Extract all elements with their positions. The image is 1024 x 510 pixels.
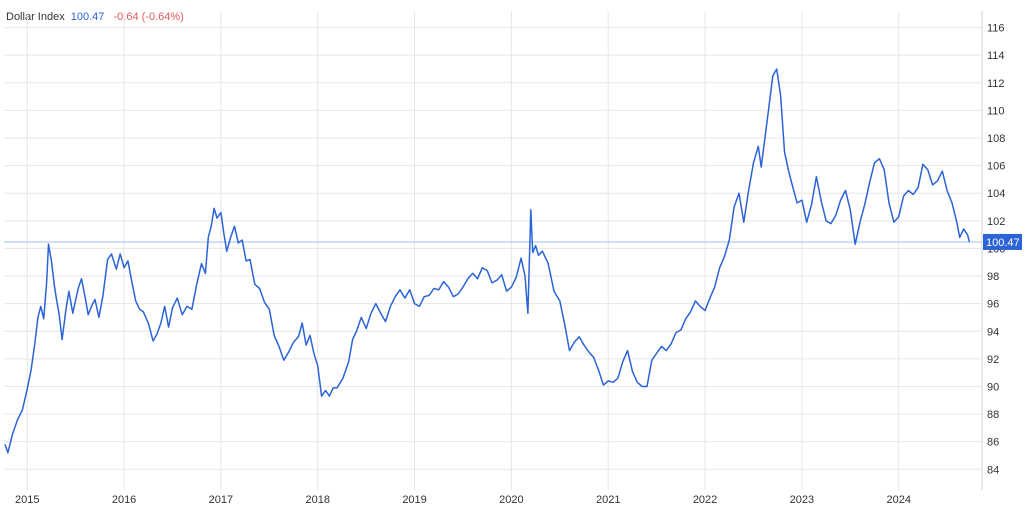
y-tick-label: 84 [987, 464, 999, 476]
x-tick-label: 2018 [305, 494, 329, 506]
y-tick-label: 98 [987, 271, 999, 283]
y-tick-label: 86 [987, 437, 999, 449]
change-value: -0.64 (-0.64%) [113, 11, 184, 23]
x-tick-label: 2023 [790, 494, 814, 506]
y-tick-label: 92 [987, 354, 999, 366]
y-tick-label: 94 [987, 326, 999, 338]
instrument-name: Dollar Index [6, 11, 65, 23]
last-value-badge-bg [983, 233, 1022, 250]
x-tick-label: 2020 [499, 494, 523, 506]
y-tick-label: 90 [987, 381, 999, 393]
y-tick-label: 96 [987, 299, 999, 311]
x-tick-label: 2021 [596, 494, 620, 506]
dollar-index-series-line [4, 68, 971, 454]
y-tick-label: 106 [987, 161, 1005, 173]
grid-lines [4, 11, 982, 490]
chart-header: Dollar Index 100.47 -0.64 (-0.64%) [6, 11, 184, 23]
last-value-badge: 100.47 [983, 233, 1022, 250]
x-tick-label: 2016 [112, 494, 136, 506]
y-tick-label: 104 [987, 188, 1005, 200]
y-tick-label: 114 [987, 50, 1005, 62]
y-tick-label: 88 [987, 409, 999, 421]
y-tick-label: 116 [987, 23, 1005, 35]
y-axis-ticks: 8486889092949698100102104106108110112114… [987, 23, 1005, 477]
y-tick-label: 108 [987, 133, 1005, 145]
x-tick-label: 2022 [693, 494, 717, 506]
x-tick-label: 2015 [15, 494, 39, 506]
y-tick-label: 102 [987, 216, 1005, 228]
y-tick-label: 110 [987, 105, 1005, 117]
y-tick-label: 112 [987, 78, 1005, 90]
x-tick-label: 2017 [209, 494, 233, 506]
last-value: 100.47 [70, 11, 105, 23]
x-axis-ticks: 2015 2016 2017 2018 2019 2020 2021 2022 2023 2024 [15, 494, 911, 506]
x-tick-label: 2019 [402, 494, 426, 506]
x-tick-label: 2024 [886, 494, 910, 506]
last-value-badge-label: 100.47 [986, 237, 1020, 249]
